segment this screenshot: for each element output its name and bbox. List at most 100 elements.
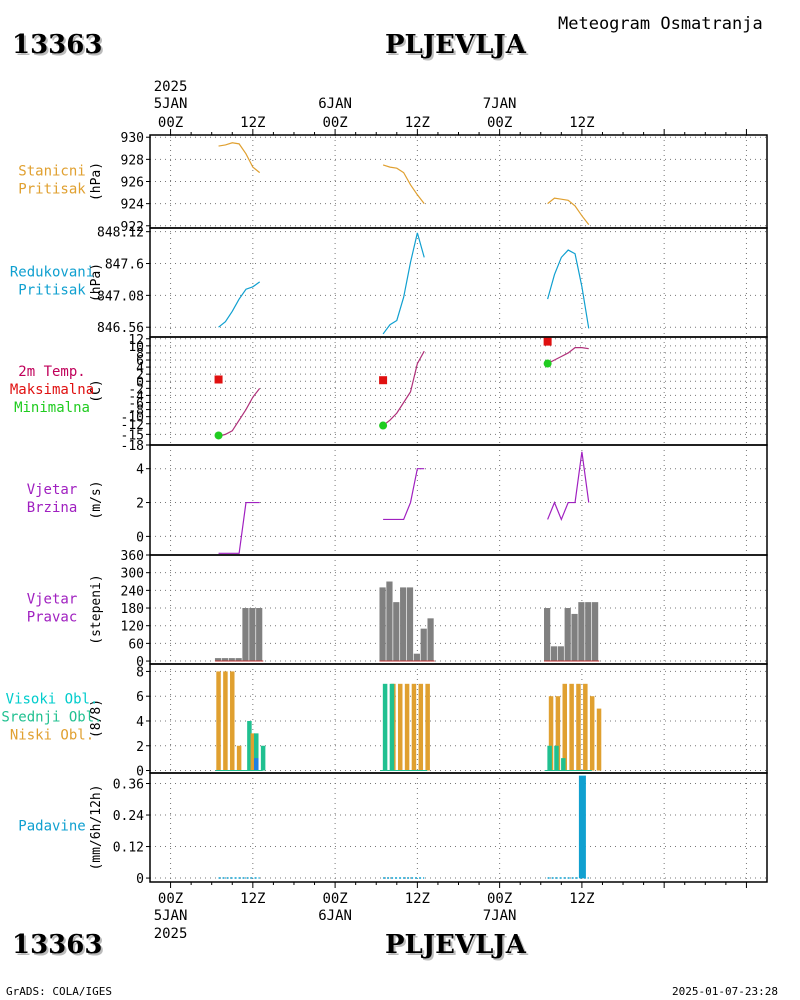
cloud-low-bar [548,696,554,771]
series-line [382,350,425,426]
day-label-bottom: 7JAN [483,908,517,924]
series-line [382,164,425,205]
tmax-marker [214,375,223,384]
wind-dir-bar [406,587,414,662]
y-axis-unit: (hPa) [89,263,104,302]
cloud-low-bar [596,708,602,771]
cloud-low-bar [569,683,574,771]
panel-label: Redukovani [10,265,94,281]
panel-label: Brzina [27,500,78,516]
wind-dir-bar [235,658,242,662]
series-line [547,347,589,365]
panel-label: Visoki Obl. [6,692,99,708]
y-tick-label: 922 [121,220,144,235]
y-axis-unit: (C) [89,379,104,402]
y-tick-label: 930 [121,131,144,146]
panel-label: Pritisak [18,182,86,198]
tmin-marker [543,359,552,368]
cloud-mid-bar [260,745,266,771]
series-line [382,232,425,335]
y-tick-label: -18 [121,439,144,454]
tmin-marker [379,421,388,430]
day-label-top: 7JAN [483,96,517,112]
y-tick-label: 2 [136,368,144,383]
tmax-marker [379,376,388,385]
cloud-low-bar [589,696,595,771]
hour-label-bottom: 00Z [158,891,183,907]
station-id-footer: 13363 [12,930,103,960]
year-label-top: 2025 [154,79,188,95]
cloud-mid-bar [382,683,388,771]
wind-dir-bar [242,608,249,662]
wind-dir-bar [214,658,222,662]
y-tick-label: 926 [121,176,144,191]
day-label-top: 5JAN [154,96,188,112]
cloud-low-bar [576,683,581,771]
panel-label: Vjetar [27,592,78,608]
cloud-low-bar [418,683,424,771]
y-tick-label: -8 [128,404,144,419]
y-axis-unit: (8/8) [89,699,104,738]
wind-dir-bar [427,618,434,662]
wind-dir-bar [386,581,393,662]
cloud-mid-bar [561,758,566,771]
y-tick-label: 4 [136,361,144,376]
y-tick-label: -15 [121,428,144,443]
panel-label: Pritisak [18,283,86,299]
panel-frame [149,772,768,883]
y-tick-label: 846.56 [97,321,144,336]
wind-dir-bar [420,628,427,662]
cloud-low-bar [555,696,561,771]
series-line [218,142,261,174]
y-tick-label: 4 [136,463,144,478]
tmax-marker [543,337,552,346]
y-axis-unit: (hPa) [89,162,104,201]
y-tick-label: -2 [128,382,144,397]
wind-dir-bar [379,587,386,662]
wind-dir-bar [228,658,235,662]
y-tick-label: 4 [136,715,144,730]
cloud-low-bar [583,683,588,771]
cloud-low-bar [411,683,417,771]
panel-frame [149,663,768,774]
chart-subtitle: Meteogram Osmatranja [558,14,763,34]
wind-dir-bar [564,608,571,662]
y-tick-label: 928 [121,153,144,168]
y-tick-label: 0.24 [113,809,144,824]
panel-label: Padavine [18,819,85,835]
hour-label-bottom: 12Z [405,891,430,907]
y-tick-label: 0.12 [113,841,144,856]
y-tick-label: 0 [136,765,144,780]
panel-label: Pravac [27,610,78,626]
hour-label-top: 00Z [158,115,183,131]
hour-label-bottom: 00Z [322,891,347,907]
y-tick-label: 847.08 [97,289,144,304]
y-tick-label: 60 [128,637,144,652]
tmin-marker [214,431,223,440]
panel-label: Stanicni [18,164,85,180]
cloud-low-bar [230,671,235,771]
y-tick-label: 240 [121,584,144,599]
y-tick-label: 847.6 [105,258,144,273]
series-line [218,387,261,437]
hour-label-bottom: 12Z [569,891,594,907]
y-axis-unit: (m/s) [89,480,104,519]
panel-label: Vjetar [27,482,78,498]
panel-label: Maksimalna [10,382,94,398]
wind-dir-bar [393,602,400,662]
y-tick-label: 0 [136,655,144,670]
series-line [547,451,590,522]
y-tick-label: 6 [136,690,144,705]
hour-label-top: 00Z [487,115,512,131]
day-label-bottom: 6JAN [318,908,352,924]
panel-frame [149,444,768,556]
y-tick-label: 180 [121,602,144,617]
y-tick-label: -6 [128,397,144,412]
y-axis-unit: (stepeni) [89,574,104,644]
wind-dir-bar [400,587,407,662]
cloud-mid-bar [554,745,559,771]
y-tick-label: 2 [136,497,144,512]
cloud-mid-bar [389,683,395,771]
panel-label: Srednji Obl. [1,710,102,726]
